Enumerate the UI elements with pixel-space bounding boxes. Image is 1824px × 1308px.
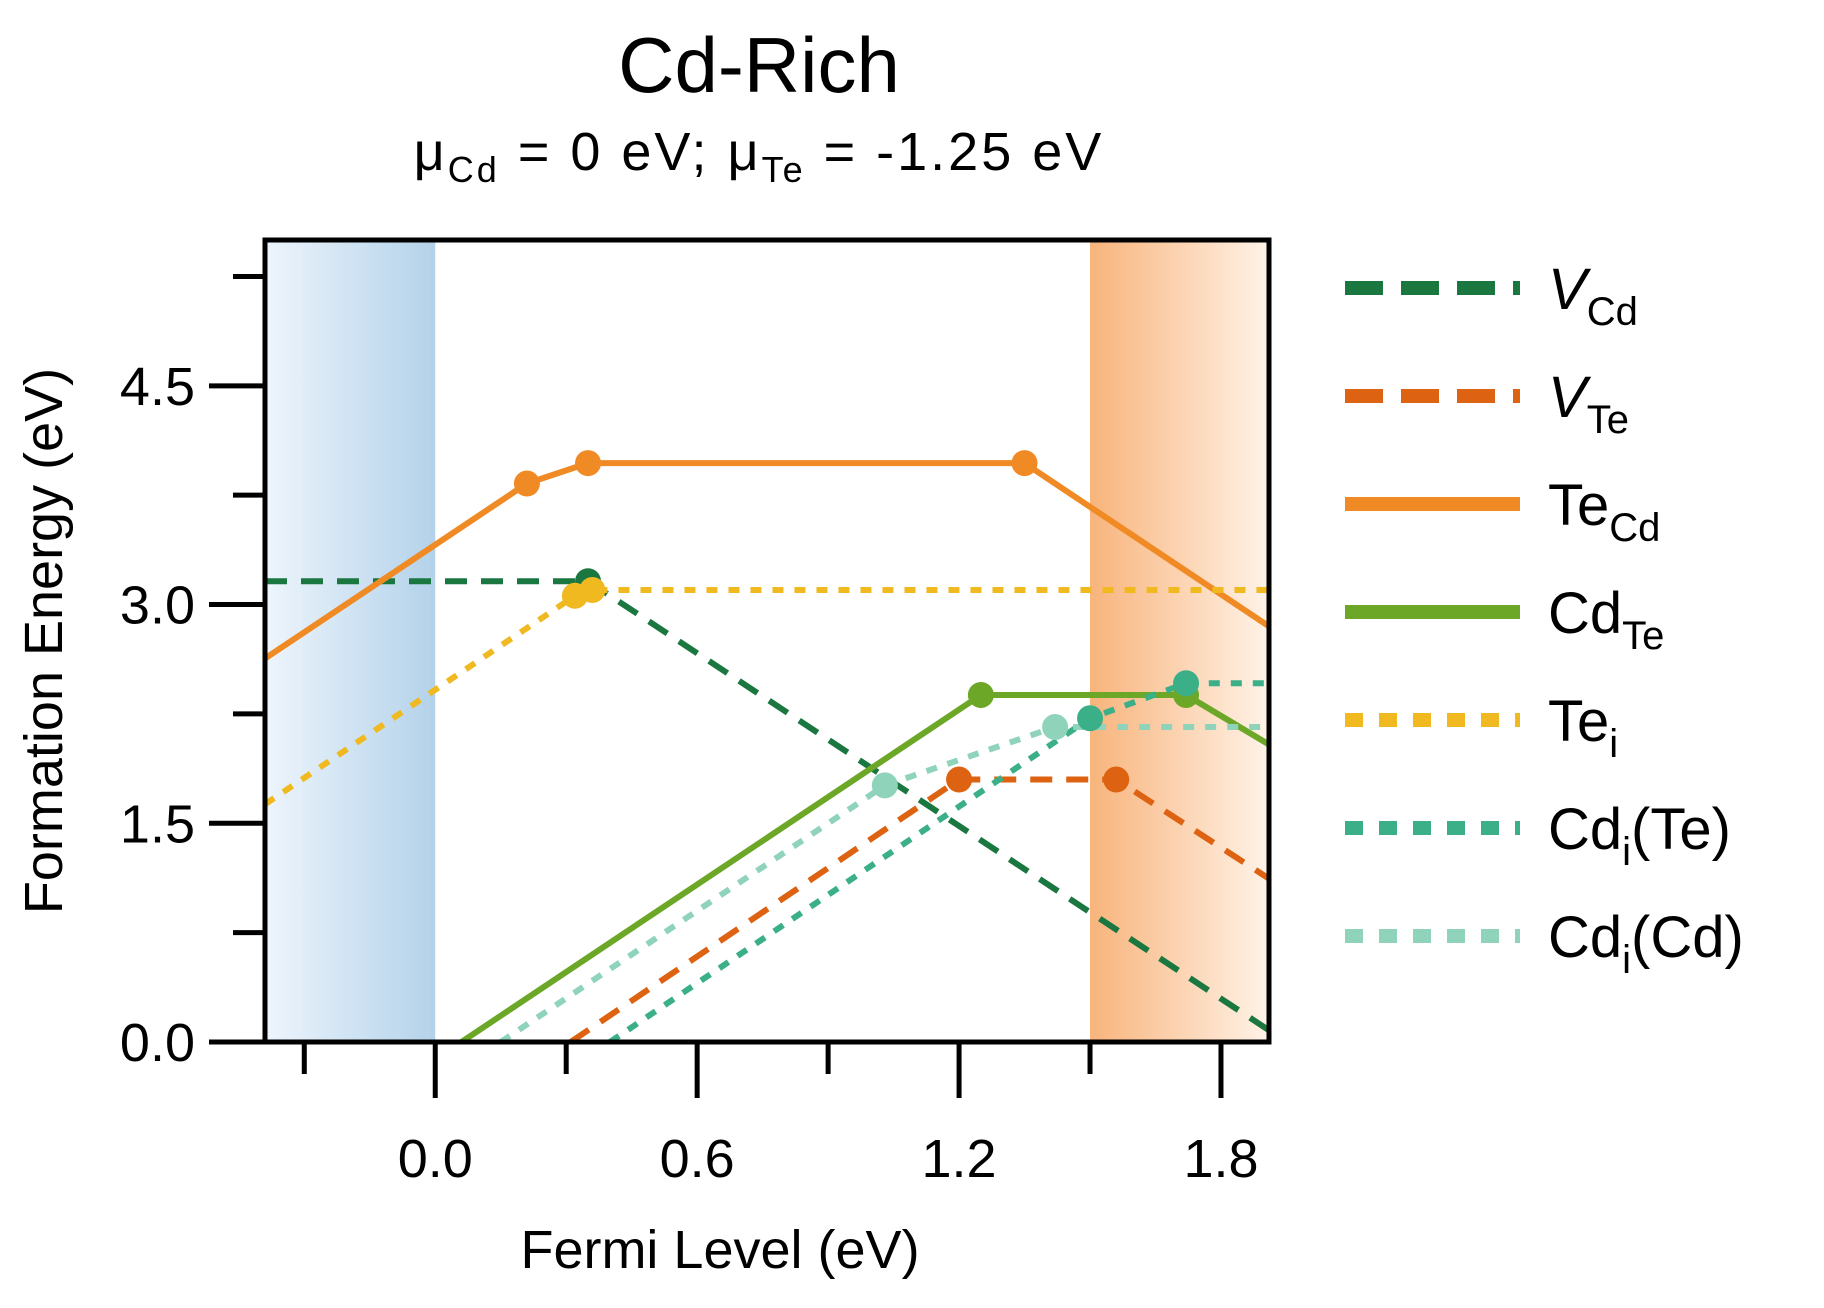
marker-Te_Cd-1 [575,450,602,477]
legend-label-Te_Cd: TeCd [1548,473,1660,550]
series-line-Cd_Te [459,692,1269,1042]
chart-subtitle: μCd = 0 eV; μTe = -1.25 eV [414,122,1105,190]
marker-Cd_i_Te-1 [1173,670,1200,697]
y-tick-label: 1.5 [120,794,195,854]
legend-label-V_Te: VTe [1548,365,1629,442]
y-tick-label: 4.5 [120,357,195,417]
series-markers [513,450,1200,799]
series-line-V_Te [568,776,1269,1042]
series-line-Cd_i_Cd [499,724,1269,1042]
x-tick-label: 1.8 [1183,1129,1258,1189]
legend-label-Cd_i_Te: Cdi(Te) [1548,797,1731,874]
legend-label-V_Cd: VCd [1548,257,1638,334]
legend-label-Cd_i_Cd: Cdi(Cd) [1548,905,1744,982]
y-axis-label: Formation Energy (eV) [14,368,74,914]
band-regions [265,240,1269,1042]
x-axis-label: Fermi Level (eV) [520,1220,919,1280]
marker-Te_Cd-0 [513,470,540,497]
marker-Cd_i_Cd-0 [871,772,898,799]
x-tick-label: 0.0 [398,1129,473,1189]
chart-title: Cd-Rich [618,21,900,109]
legend: VCd VTe TeCd CdTe Tei Cdi(Te) Cdi(Cd) [1345,257,1744,982]
series-line-Cd_i_Te [608,680,1269,1042]
marker-Te_i-1 [579,576,606,603]
x-tick-label: 0.6 [660,1129,735,1189]
series-line-V_Cd [265,578,1269,1033]
y-tick-label: 0.0 [120,1013,195,1073]
x-tick-label: 1.2 [922,1129,997,1189]
marker-V_Te-1 [1103,766,1130,793]
legend-label-Te_i: Tei [1548,689,1618,766]
marker-Te_Cd-2 [1011,450,1038,477]
marker-Cd_i_Te-0 [1077,705,1104,732]
marker-Cd_i_Cd-1 [1042,714,1069,741]
conduction-band-region [1090,240,1269,1042]
legend-label-Cd_Te: CdTe [1548,581,1664,658]
x-axis: 0.0 0.6 1.2 1.8 [301,1042,1259,1189]
y-tick-label: 3.0 [120,576,195,636]
marker-Cd_Te-0 [967,681,994,708]
plot-frame [262,237,1272,1045]
marker-V_Te-0 [946,766,973,793]
y-axis: 0.0 1.5 3.0 4.5 [120,273,265,1073]
